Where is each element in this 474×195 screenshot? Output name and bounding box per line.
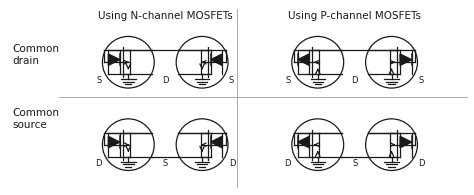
Text: S: S bbox=[229, 76, 234, 85]
Polygon shape bbox=[109, 136, 120, 148]
Text: D: D bbox=[419, 159, 425, 168]
Text: Common
drain: Common drain bbox=[13, 44, 60, 66]
Text: S: S bbox=[286, 76, 291, 85]
Text: Using N-channel MOSFETs: Using N-channel MOSFETs bbox=[98, 11, 233, 21]
Text: Common
source: Common source bbox=[13, 108, 60, 129]
Text: S: S bbox=[352, 159, 357, 168]
Text: D: D bbox=[95, 159, 101, 168]
Polygon shape bbox=[210, 54, 222, 65]
Polygon shape bbox=[400, 136, 411, 148]
Text: S: S bbox=[163, 159, 168, 168]
Text: S: S bbox=[96, 76, 101, 85]
Text: Using P-channel MOSFETs: Using P-channel MOSFETs bbox=[288, 11, 421, 21]
Text: D: D bbox=[229, 159, 236, 168]
Text: D: D bbox=[162, 76, 168, 85]
Polygon shape bbox=[210, 136, 222, 148]
Text: D: D bbox=[284, 159, 291, 168]
Text: S: S bbox=[419, 76, 424, 85]
Polygon shape bbox=[298, 54, 309, 65]
Text: D: D bbox=[351, 76, 358, 85]
Polygon shape bbox=[298, 136, 309, 148]
Polygon shape bbox=[109, 54, 120, 65]
Polygon shape bbox=[400, 54, 411, 65]
